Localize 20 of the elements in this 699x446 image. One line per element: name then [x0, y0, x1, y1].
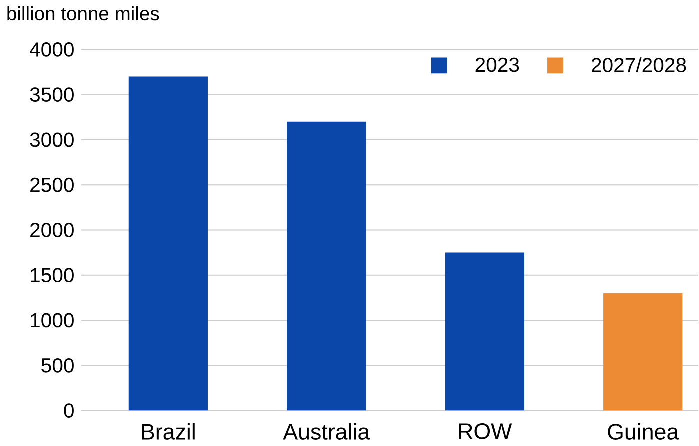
x-tick-label: ROW — [459, 423, 512, 440]
y-tick-label: 2500 — [30, 178, 74, 192]
y-tick-label: 500 — [42, 358, 74, 373]
y-tick-label: 0 — [64, 403, 74, 418]
y-axis-title: billion tonne miles — [8, 6, 160, 20]
legend-label: 2027/2028 — [592, 57, 686, 72]
bar — [128, 76, 208, 411]
y-tick-label: 3000 — [30, 132, 74, 147]
y-tick-label: 3500 — [30, 87, 74, 102]
bar — [604, 293, 683, 411]
x-tick-label: Guinea — [608, 423, 680, 440]
y-tick-label: 1500 — [31, 268, 74, 282]
x-tick-label: Brazil — [142, 423, 195, 440]
bar — [287, 122, 366, 411]
y-tick-label: 1000 — [31, 313, 74, 328]
legend-label: 2023 — [476, 58, 520, 72]
bar — [445, 252, 524, 411]
y-tick-label: 4000 — [30, 42, 74, 57]
x-tick-label: Australia — [283, 423, 370, 440]
y-tick-label: 2000 — [30, 222, 74, 238]
